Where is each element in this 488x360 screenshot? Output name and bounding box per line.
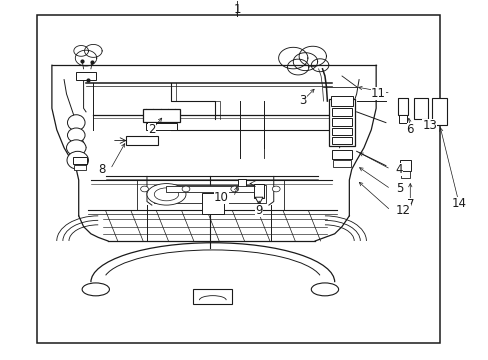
Ellipse shape [311,283,338,296]
Ellipse shape [147,184,185,205]
Bar [397,98,407,115]
Ellipse shape [66,140,86,156]
Bar [332,160,350,167]
Ellipse shape [182,186,189,192]
Bar [413,98,427,119]
Bar [145,123,177,130]
Ellipse shape [67,128,85,142]
Ellipse shape [67,151,88,169]
Bar [254,184,264,198]
Text: 3: 3 [299,94,306,107]
Ellipse shape [154,188,178,201]
Ellipse shape [67,115,85,131]
Text: 5: 5 [395,183,402,195]
Text: 10: 10 [214,191,228,204]
Text: 8: 8 [98,163,105,176]
Text: 6: 6 [406,122,413,136]
Bar [166,186,254,192]
Bar [398,116,406,123]
Bar [431,98,446,125]
Bar [399,160,410,171]
Bar [143,109,180,122]
Bar [154,185,266,203]
Bar [237,179,246,188]
Text: 11: 11 [370,87,385,100]
Bar [400,171,409,178]
Bar [193,289,232,304]
Text: 2: 2 [148,123,155,136]
Text: 4: 4 [395,163,402,176]
Bar [73,157,86,164]
Bar [202,193,224,214]
Bar [331,108,351,116]
Text: 14: 14 [450,197,466,210]
Ellipse shape [272,186,280,192]
Text: 9: 9 [255,204,263,217]
Bar [328,99,355,146]
Ellipse shape [141,186,148,192]
Bar [331,137,351,144]
Ellipse shape [230,186,238,192]
Bar [76,72,96,80]
Ellipse shape [82,283,109,296]
Text: 12: 12 [395,204,410,217]
Bar [330,96,352,107]
Text: 13: 13 [422,119,436,132]
Text: 7: 7 [406,198,413,211]
Polygon shape [255,197,263,204]
Bar [331,128,351,135]
Text: 1: 1 [233,3,241,16]
Bar [331,118,351,126]
Bar [73,165,85,170]
Bar [331,150,351,159]
Bar [37,15,439,343]
Bar [126,136,158,145]
